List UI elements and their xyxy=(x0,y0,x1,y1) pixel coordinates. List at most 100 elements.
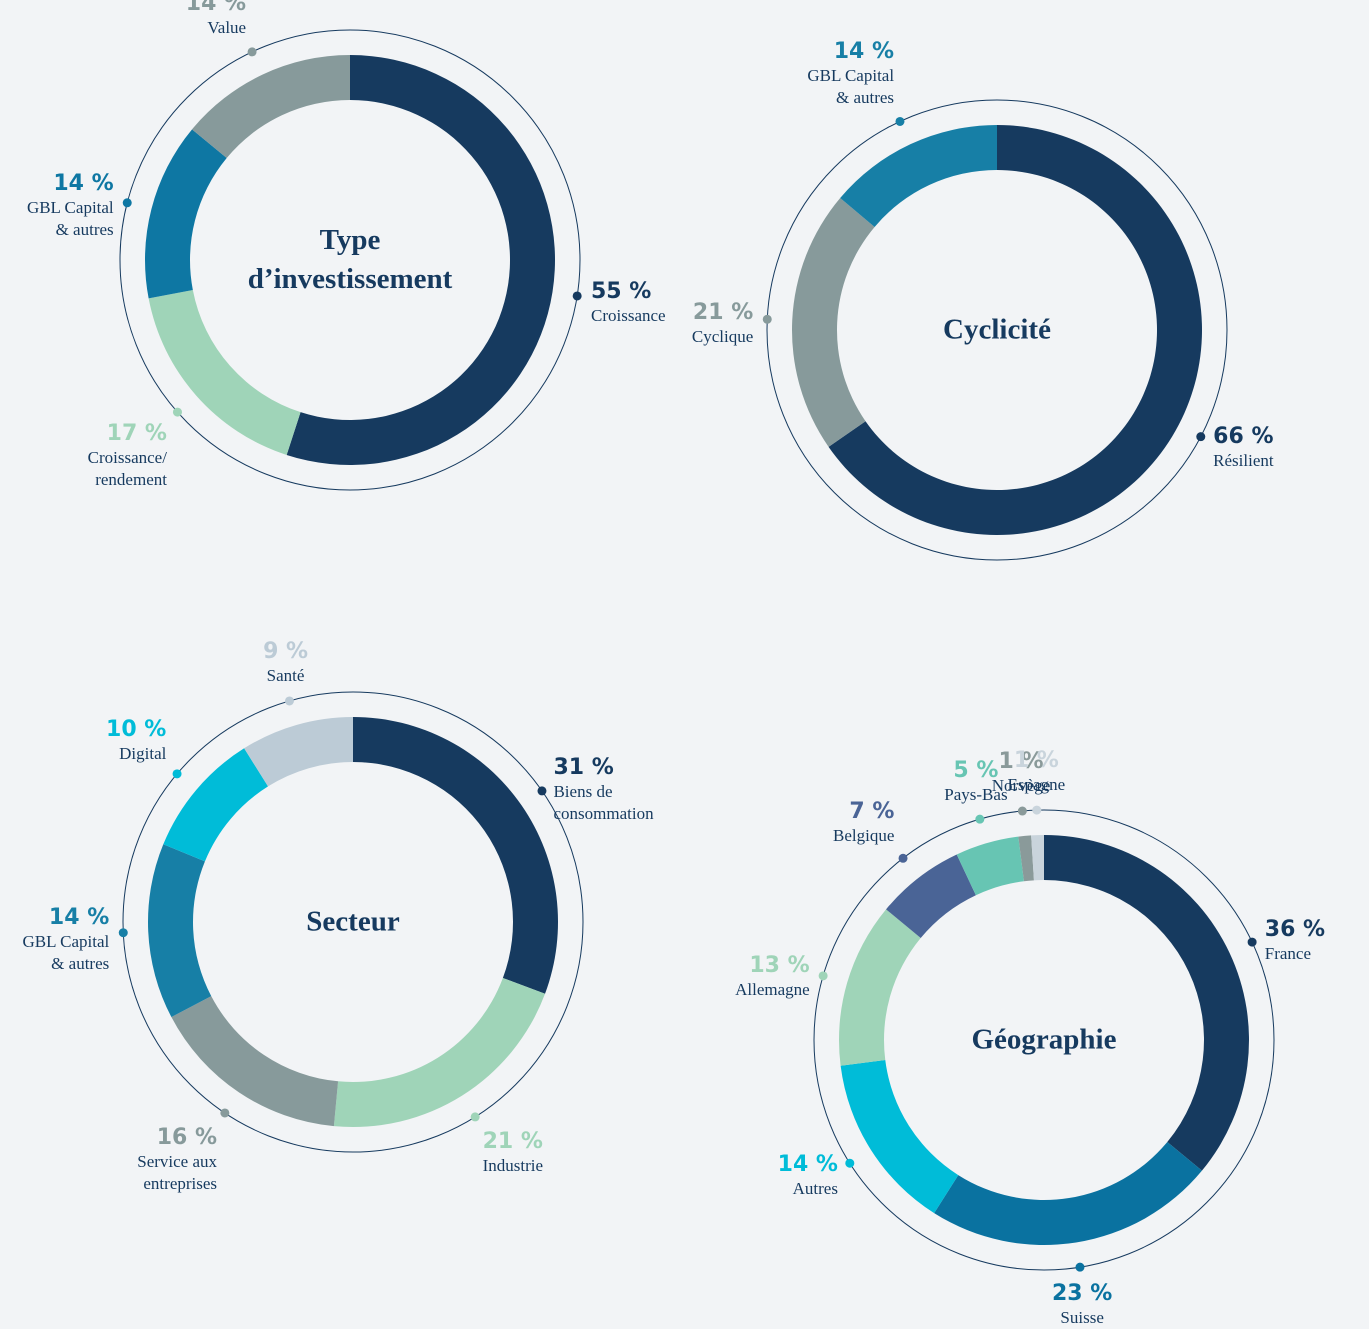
value-label: 14 % xyxy=(53,171,114,197)
category-label: Pays-Bas xyxy=(944,784,1008,804)
value-label: 14 % xyxy=(48,905,110,931)
segment xyxy=(286,55,555,466)
category-label: Espagne xyxy=(1007,775,1066,795)
value-label: 55 % xyxy=(590,278,652,304)
category-label: Allemagne xyxy=(735,979,810,999)
category-label: France xyxy=(1264,943,1312,963)
data-label: 14 % GBL Capital & autres xyxy=(807,39,894,109)
value-label: 21 % xyxy=(692,299,754,325)
segment xyxy=(244,717,353,787)
data-label: 66 % Résilient xyxy=(1213,424,1273,472)
category-label: Autres xyxy=(792,1178,838,1198)
label-dot xyxy=(247,47,257,57)
data-label: 14 % GBL Capital & autres xyxy=(23,905,110,975)
label-dot xyxy=(537,786,547,796)
category-label: Santé xyxy=(266,666,305,686)
segment xyxy=(353,717,558,994)
segment xyxy=(192,55,350,159)
category-label: Belgique xyxy=(833,826,895,846)
category-label: Cyclique xyxy=(691,326,754,346)
label-dot xyxy=(895,116,905,126)
category-label: GBL Capital & autres xyxy=(22,932,110,974)
segment xyxy=(839,909,921,1066)
label-dot xyxy=(1247,937,1257,947)
segment xyxy=(791,197,875,447)
data-label: 21 % Cyclique xyxy=(692,299,753,347)
value-label: 9 % xyxy=(263,639,309,665)
value-label: 23 % xyxy=(1051,1280,1113,1306)
value-label: 16 % xyxy=(156,1124,218,1150)
data-label: 10 % Digital xyxy=(106,717,166,765)
data-label: 13 % Allemagne xyxy=(735,953,810,1001)
data-label: 36 % France xyxy=(1265,917,1325,965)
segment xyxy=(145,129,227,299)
value-label: 1 % xyxy=(998,749,1044,775)
label-dot xyxy=(172,407,182,417)
category-label: Résilient xyxy=(1213,450,1274,470)
data-label: 9 % Santé xyxy=(263,639,308,687)
value-label: 13 % xyxy=(749,952,810,978)
label-dot xyxy=(470,1112,480,1122)
segment xyxy=(148,289,301,455)
value-label: 10 % xyxy=(106,716,167,742)
label-dot xyxy=(118,928,128,938)
data-label: 17 % Croissance/ rendement xyxy=(88,421,167,491)
segment xyxy=(956,836,1024,896)
label-dot xyxy=(1017,806,1027,816)
value-label: 66 % xyxy=(1213,423,1274,449)
label-dot xyxy=(818,971,828,981)
segment xyxy=(840,1060,959,1214)
category-label: Value xyxy=(207,18,247,38)
data-label: 5 % Pays-Bas xyxy=(944,758,1007,806)
label-dot xyxy=(845,1158,855,1168)
value-label: 1 % xyxy=(1013,748,1059,774)
data-label: 14 % Value xyxy=(186,0,246,39)
label-dot xyxy=(122,198,132,208)
data-label: 21 % Industrie xyxy=(483,1129,543,1177)
data-label: 7 % Belgique xyxy=(833,799,894,847)
segment xyxy=(934,1141,1202,1245)
chart-title: Secteur xyxy=(306,905,400,938)
category-label: GBL Capital & autres xyxy=(807,65,895,107)
label-dot xyxy=(172,769,182,779)
outer-ring xyxy=(766,99,1228,561)
category-label: Industrie xyxy=(482,1155,544,1175)
label-dot xyxy=(220,1108,230,1118)
value-label: 5 % xyxy=(953,757,999,783)
value-label: 14 % xyxy=(833,38,895,64)
data-label: 14 % GBL Capital & autres xyxy=(27,171,114,241)
chart-title: Type d’investissement xyxy=(247,224,453,295)
value-label: 7 % xyxy=(849,799,895,825)
value-label: 36 % xyxy=(1264,916,1326,942)
category-label: Croissance/ rendement xyxy=(87,448,167,490)
segment xyxy=(1031,835,1044,881)
label-dot xyxy=(1075,1262,1085,1272)
data-label: 16 % Service aux entreprises xyxy=(137,1125,217,1195)
label-dot xyxy=(762,314,772,324)
value-label: 21 % xyxy=(482,1128,543,1154)
data-label: 14 % Autres xyxy=(778,1152,838,1200)
segment xyxy=(1018,835,1034,882)
value-label: 14 % xyxy=(777,1151,838,1177)
label-dot xyxy=(284,696,294,706)
value-label: 14 % xyxy=(185,0,247,17)
segment xyxy=(333,978,546,1127)
category-label: Biens de consommation xyxy=(553,781,654,823)
segment xyxy=(148,844,212,1018)
data-label: 1 % Espagne xyxy=(1008,748,1066,796)
segment xyxy=(171,996,339,1127)
label-dot xyxy=(1196,432,1206,442)
category-label: Croissance xyxy=(590,305,666,325)
data-label: 31 % Biens de consommation xyxy=(553,755,653,825)
category-label: Digital xyxy=(119,743,167,763)
segment xyxy=(1044,835,1249,1171)
data-label: 55 % Croissance xyxy=(591,279,666,327)
chart-title: Géographie xyxy=(971,1023,1117,1056)
value-label: 31 % xyxy=(553,754,614,780)
category-label: GBL Capital & autres xyxy=(26,198,114,240)
segment xyxy=(886,854,976,939)
outer-ring xyxy=(122,691,584,1153)
outer-ring xyxy=(119,29,581,491)
